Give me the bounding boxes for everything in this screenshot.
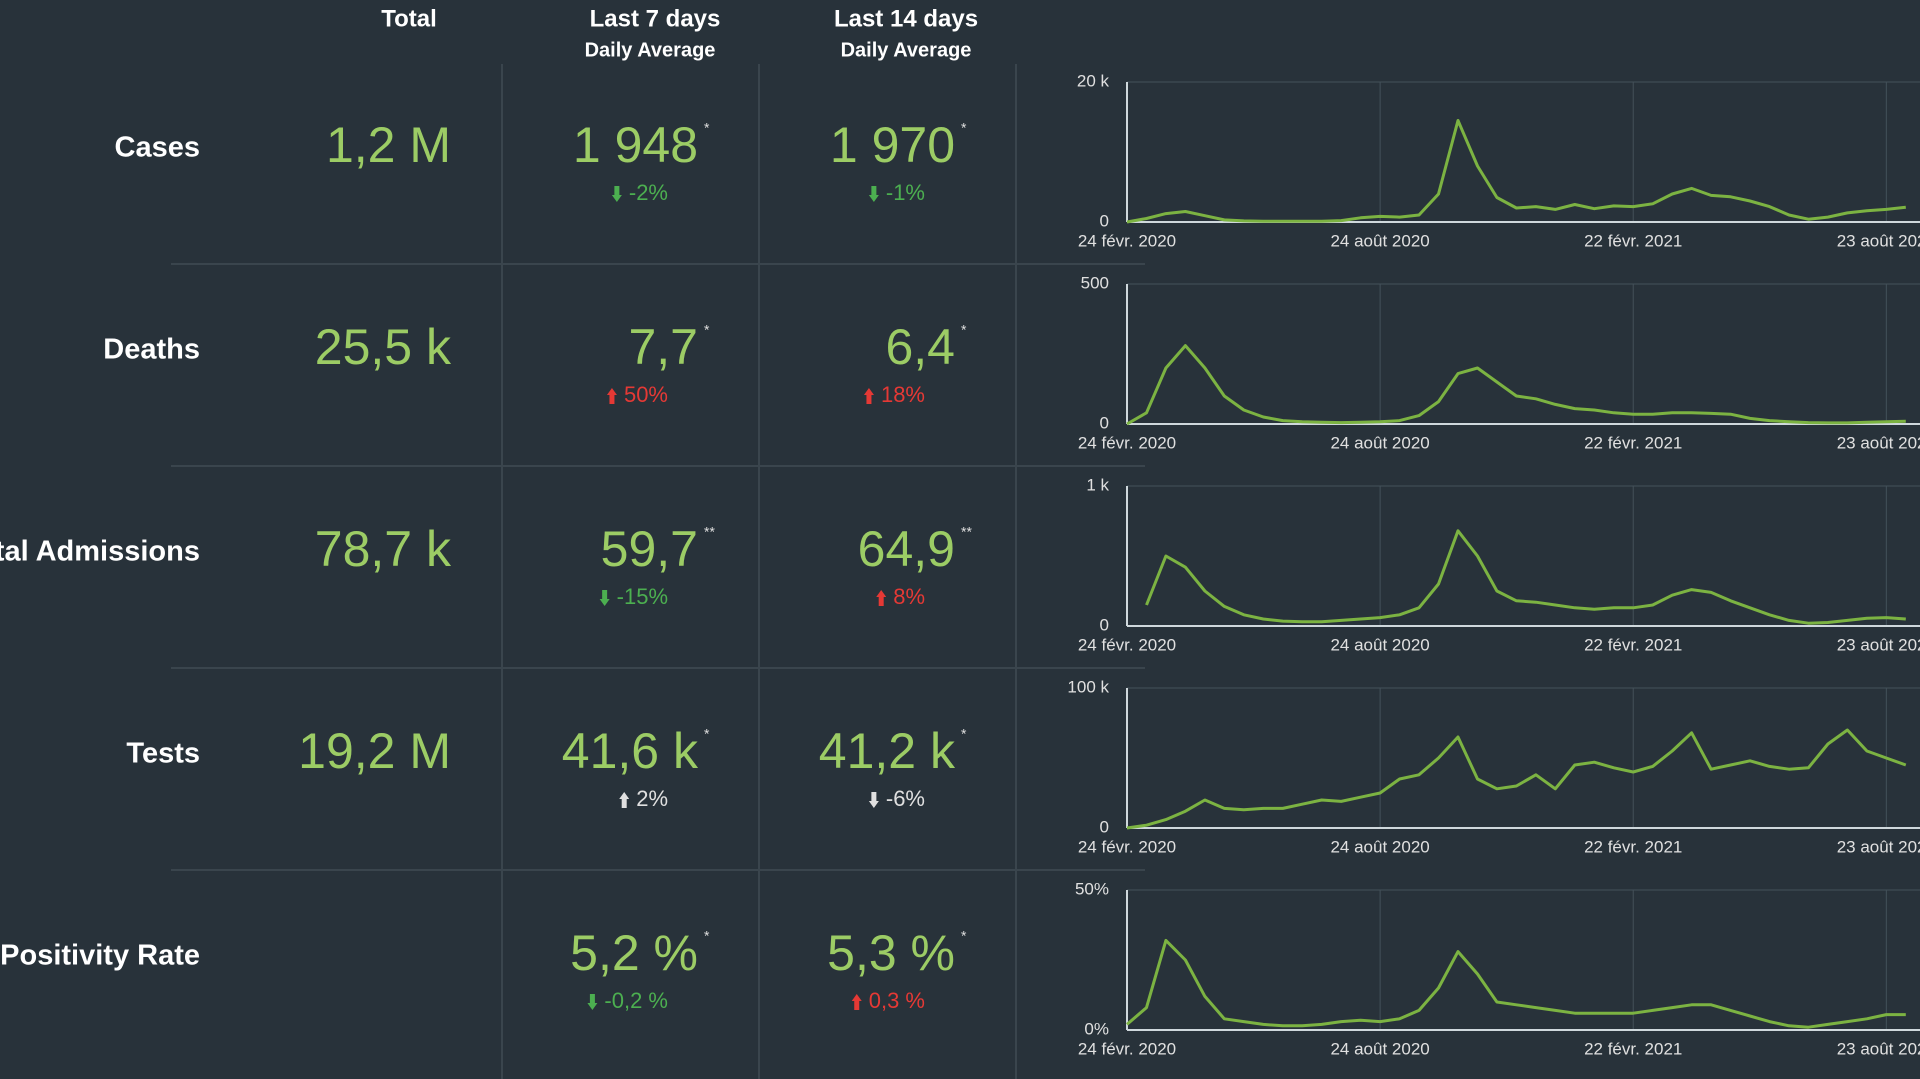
- total-value: 19,2 M: [298, 723, 451, 779]
- stat-value: 7,7: [628, 319, 698, 375]
- change-arrow: [619, 792, 630, 808]
- stat-value: 41,6 k: [562, 723, 699, 779]
- x-tick-label: 23 août 2021: [1837, 1039, 1920, 1058]
- header-last7: Last 7 days: [590, 5, 721, 32]
- x-tick-label: 22 févr. 2021: [1584, 231, 1682, 250]
- stat-value: 64,9: [858, 521, 955, 577]
- stat-change: -2%: [629, 180, 668, 205]
- stat-change: -0,2 %: [604, 988, 668, 1013]
- stat-note: **: [704, 524, 715, 540]
- trend-line: [1126, 938, 1906, 1029]
- x-tick-label: 24 août 2020: [1330, 1039, 1429, 1058]
- y-tick-label: 0%: [1084, 1019, 1109, 1038]
- stat-value: 1 970: [830, 117, 955, 173]
- row-label: Positivity Rate: [0, 940, 200, 972]
- stat-note: *: [961, 928, 967, 944]
- change-arrow: [606, 388, 617, 404]
- row-label: Tests: [126, 738, 200, 770]
- change-arrow: [851, 994, 862, 1010]
- x-tick-label: 24 août 2020: [1330, 231, 1429, 250]
- trend-line: [1126, 119, 1906, 224]
- x-tick-label: 22 févr. 2021: [1584, 433, 1682, 452]
- x-tick-label: 22 févr. 2021: [1584, 635, 1682, 654]
- x-tick-label: 23 août 2021: [1837, 231, 1920, 250]
- x-tick-label: 24 févr. 2020: [1078, 635, 1176, 654]
- x-tick-label: 24 août 2020: [1330, 635, 1429, 654]
- stat-change: -6%: [886, 786, 925, 811]
- x-tick-label: 23 août 2021: [1837, 433, 1920, 452]
- y-tick-label: 50%: [1075, 879, 1109, 898]
- change-arrow: [599, 590, 610, 606]
- x-tick-label: 24 août 2020: [1330, 837, 1429, 856]
- y-tick-label: 1 k: [1086, 475, 1109, 494]
- x-tick-label: 23 août 2021: [1837, 635, 1920, 654]
- stat-value: 59,7: [601, 521, 698, 577]
- stat-note: *: [961, 120, 967, 136]
- y-tick-label: 0: [1100, 211, 1109, 230]
- total-value: 1,2 M: [326, 117, 451, 173]
- stat-note: *: [704, 120, 710, 136]
- stat-value: 1 948: [573, 117, 698, 173]
- x-tick-label: 23 août 2021: [1837, 837, 1920, 856]
- trend-line: [1145, 529, 1906, 625]
- y-tick-label: 0: [1100, 817, 1109, 836]
- stat-note: *: [704, 928, 710, 944]
- change-arrow: [868, 792, 879, 808]
- change-arrow: [868, 186, 879, 202]
- header-last7-sub: Daily Average: [585, 39, 716, 61]
- stat-value: 41,2 k: [819, 723, 956, 779]
- row-label: Cases: [115, 132, 200, 164]
- y-tick-label: 100 k: [1067, 677, 1109, 696]
- header-last14-sub: Daily Average: [841, 39, 972, 61]
- x-tick-label: 24 févr. 2020: [1078, 1039, 1176, 1058]
- x-tick-label: 24 févr. 2020: [1078, 837, 1176, 856]
- y-tick-label: 500: [1081, 273, 1109, 292]
- header-total: Total: [381, 5, 437, 32]
- change-arrow: [587, 994, 598, 1010]
- y-tick-label: 0: [1100, 413, 1109, 432]
- stat-change: -15%: [617, 584, 668, 609]
- row-label: Deaths: [103, 334, 200, 366]
- stat-change: 18%: [881, 382, 925, 407]
- header-last14: Last 14 days: [834, 5, 978, 32]
- stat-value: 6,4: [885, 319, 955, 375]
- x-tick-label: 22 févr. 2021: [1584, 837, 1682, 856]
- trend-line: [1126, 728, 1907, 830]
- x-tick-label: 24 févr. 2020: [1078, 433, 1176, 452]
- total-value: 78,7 k: [315, 521, 452, 577]
- stat-note: *: [961, 322, 967, 338]
- x-tick-label: 24 févr. 2020: [1078, 231, 1176, 250]
- change-arrow: [611, 186, 622, 202]
- stat-note: *: [704, 726, 710, 742]
- stat-note: *: [961, 726, 967, 742]
- stat-value: 5,2 %: [570, 925, 698, 981]
- row-label: Hospital Admissions: [0, 536, 200, 568]
- stat-note: *: [704, 322, 710, 338]
- total-value: 25,5 k: [315, 319, 452, 375]
- y-tick-label: 20 k: [1077, 71, 1110, 90]
- x-tick-label: 24 août 2020: [1330, 433, 1429, 452]
- trend-line: [1126, 344, 1906, 426]
- stat-change: 0,3 %: [869, 988, 925, 1013]
- y-tick-label: 0: [1100, 615, 1109, 634]
- stat-value: 5,3 %: [827, 925, 955, 981]
- change-arrow: [876, 590, 887, 606]
- stat-change: 2%: [636, 786, 668, 811]
- stat-change: -1%: [886, 180, 925, 205]
- change-arrow: [863, 388, 874, 404]
- stat-change: 50%: [624, 382, 668, 407]
- stat-change: 8%: [893, 584, 925, 609]
- x-tick-label: 22 févr. 2021: [1584, 1039, 1682, 1058]
- stat-note: **: [961, 524, 972, 540]
